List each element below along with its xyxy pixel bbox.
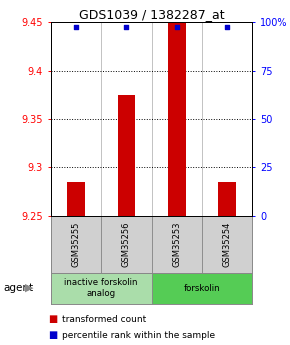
- Text: transformed count: transformed count: [62, 315, 147, 324]
- Bar: [152, 216, 202, 273]
- Point: [124, 24, 129, 30]
- Bar: [51, 273, 152, 304]
- Point: [74, 24, 78, 30]
- Bar: [101, 216, 152, 273]
- Text: GSM35253: GSM35253: [172, 221, 181, 267]
- Text: percentile rank within the sample: percentile rank within the sample: [62, 331, 215, 340]
- Text: forskolin: forskolin: [184, 284, 220, 293]
- Bar: [67, 182, 85, 216]
- Text: ■: ■: [48, 314, 57, 324]
- Text: GSM35255: GSM35255: [71, 221, 80, 267]
- Point: [225, 24, 229, 30]
- Text: inactive forskolin
analog: inactive forskolin analog: [64, 278, 138, 298]
- Title: GDS1039 / 1382287_at: GDS1039 / 1382287_at: [79, 8, 224, 21]
- Text: GSM35256: GSM35256: [122, 221, 131, 267]
- Text: GSM35254: GSM35254: [223, 221, 232, 267]
- Point: [174, 24, 179, 30]
- Text: ▶: ▶: [25, 283, 33, 293]
- Bar: [202, 216, 252, 273]
- Bar: [168, 22, 186, 216]
- Bar: [218, 182, 236, 216]
- Text: agent: agent: [3, 283, 33, 293]
- Bar: [51, 216, 101, 273]
- Bar: [152, 273, 252, 304]
- Text: ■: ■: [48, 331, 57, 340]
- Bar: [117, 95, 135, 216]
